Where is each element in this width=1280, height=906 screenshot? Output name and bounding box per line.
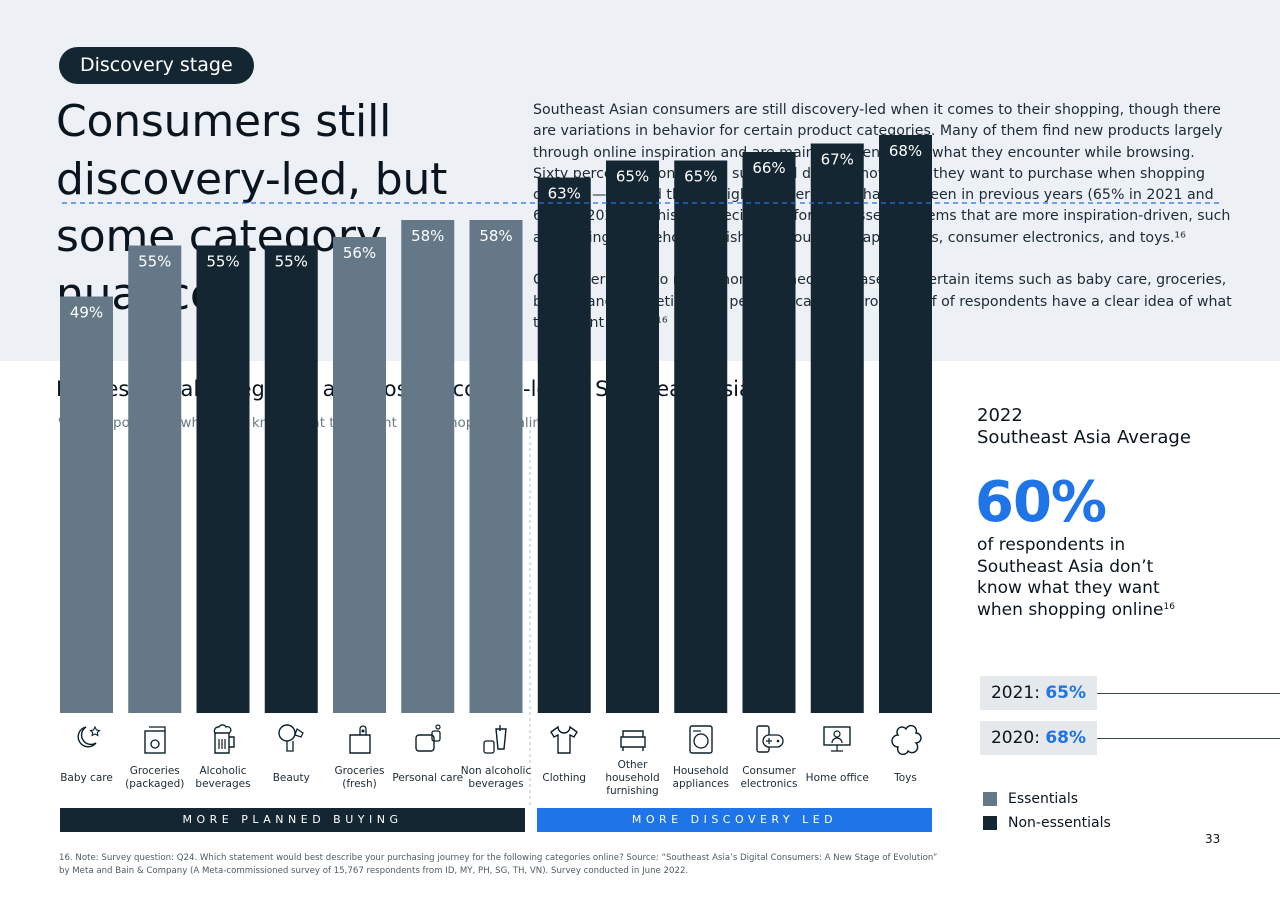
category-label: Beauty (272, 771, 310, 784)
household-appliances-icon (685, 723, 717, 761)
household-furnishing-icon (617, 723, 649, 761)
intro-text: Southeast Asian consumers are still disc… (533, 100, 1233, 356)
personal-care-icon (412, 723, 444, 761)
discovery-led-banner: MORE DISCOVERY LED (537, 808, 932, 832)
legend-label: Essentials (1008, 791, 1079, 807)
category-label: Personal care (392, 771, 464, 784)
category-label: Clothing (542, 771, 587, 784)
intro-paragraph-1: Southeast Asian consumers are still disc… (533, 102, 1231, 246)
category-label: Groceries (packaged) (125, 765, 185, 790)
baby-care-icon (71, 723, 103, 761)
category-label: Toys (894, 771, 917, 784)
previous-year-value: 65% (1045, 683, 1087, 703)
groceries-fresh-icon (344, 723, 376, 761)
legend-swatch-non-essentials (983, 816, 997, 830)
average-value: 60% (975, 470, 1107, 535)
average-label: Southeast Asia Average (977, 427, 1191, 448)
planned-buying-banner: MORE PLANNED BUYING (60, 808, 525, 832)
groceries-packaged-icon (139, 723, 171, 761)
beauty-icon (275, 723, 307, 761)
home-office-icon (821, 723, 853, 761)
previous-year-2021-line (1097, 693, 1280, 694)
footnote: 16. Note: Survey question: Q24. Which st… (59, 853, 938, 876)
previous-year-2020-line (1097, 738, 1280, 739)
category-label: Alcoholic beverages (195, 765, 251, 790)
clothing-icon (548, 723, 580, 761)
legend-label: Non-essentials (1008, 815, 1111, 831)
category-label: Groceries (fresh) (334, 765, 385, 790)
previous-year-label: 2020: (990, 728, 1040, 748)
chart-subtitle: % of respondents who don’t know what the… (58, 415, 550, 431)
category-label: Home office (805, 771, 869, 784)
average-year: 2022 (977, 405, 1023, 426)
previous-year-label: 2021: (990, 683, 1040, 703)
toys-icon (890, 723, 922, 761)
previous-year-2021: 2021: 65% (980, 676, 1097, 710)
average-footnote-ref: 16 (1163, 601, 1175, 612)
category-label: Household appliances (672, 765, 729, 790)
alcoholic-beverages-icon (207, 723, 239, 761)
category-label: Baby care (60, 771, 113, 784)
page-headline: Consumers still discovery-led, but some … (56, 96, 448, 320)
non-alcoholic-beverages-icon (480, 723, 512, 761)
legend-swatch-essentials (983, 792, 997, 806)
intro-paragraph-2: Consumers tend to make more planned purc… (533, 272, 1232, 331)
consumer-electronics-icon (753, 723, 785, 761)
previous-year-2020: 2020: 68% (980, 721, 1097, 755)
category-label: Consumer electronics (740, 765, 798, 790)
section-pill: Discovery stage (59, 47, 254, 84)
page-number: 33 (1205, 832, 1221, 846)
category-label: Other household furnishing (605, 758, 660, 797)
average-description: of respondents in Southeast Asia don’t k… (977, 535, 1177, 621)
chart-title: Non-essential categories are most discov… (56, 377, 752, 401)
average-description-text: of respondents in Southeast Asia don’t k… (977, 535, 1164, 620)
previous-year-value: 68% (1045, 728, 1087, 748)
category-label: Non alcoholic beverages (460, 765, 532, 790)
